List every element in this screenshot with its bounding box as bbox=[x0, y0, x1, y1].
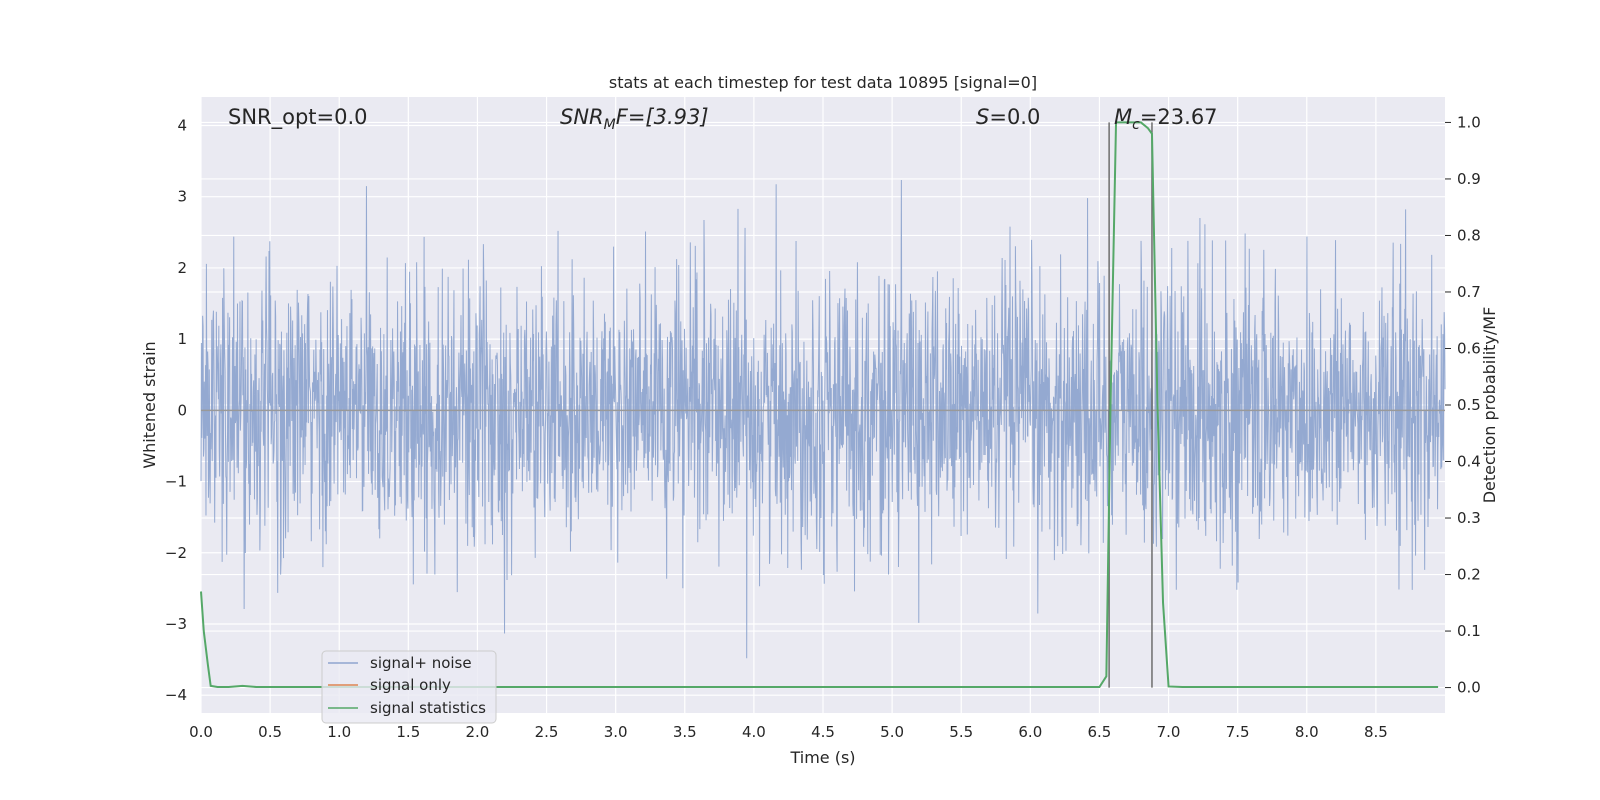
x-tick-label-9: 4.5 bbox=[811, 723, 835, 741]
y2-tick-label-1: 0.9 bbox=[1457, 170, 1481, 188]
annotation-mc-sub: c bbox=[1132, 117, 1140, 133]
y-tick-label-7: −3 bbox=[165, 615, 187, 633]
vertical-markers bbox=[1108, 122, 1153, 688]
annotation-mc-var: M bbox=[1114, 105, 1132, 129]
legend-label-signal-statistics: signal statistics bbox=[370, 699, 486, 717]
x-tick-label-14: 7.0 bbox=[1157, 723, 1181, 741]
series-signal-noise bbox=[200, 179, 1446, 659]
y2-tick-label-4: 0.6 bbox=[1457, 339, 1481, 357]
x-tick-label-5: 2.5 bbox=[535, 723, 559, 741]
y2-tick-label-7: 0.3 bbox=[1457, 509, 1481, 527]
x-tick-label-16: 8.0 bbox=[1295, 723, 1319, 741]
y2-tick-label-9: 0.1 bbox=[1457, 622, 1481, 640]
x-tick-label-7: 3.5 bbox=[673, 723, 697, 741]
chart-title: stats at each timestep for test data 108… bbox=[609, 73, 1037, 92]
noise-trace bbox=[200, 179, 1446, 659]
x-tick-label-1: 0.5 bbox=[258, 723, 282, 741]
legend-box bbox=[321, 650, 497, 724]
annotation-s-rest: =0.0 bbox=[989, 105, 1040, 129]
y2-tick-label-0: 1.0 bbox=[1457, 113, 1481, 131]
annotation-snr-mf-base: SNR bbox=[560, 105, 604, 129]
y2-tick-label-5: 0.5 bbox=[1457, 396, 1481, 414]
annotation-s: S=0.0 bbox=[976, 105, 1040, 129]
y2-tick-label-8: 0.2 bbox=[1457, 566, 1481, 584]
x-tick-label-8: 4.0 bbox=[742, 723, 766, 741]
y-tick-label-8: −4 bbox=[165, 686, 187, 704]
x-tick-label-15: 7.5 bbox=[1226, 723, 1250, 741]
annotation-snr-mf-rest-text: F=[3.93] bbox=[616, 105, 709, 129]
y2-tick-label-10: 0.0 bbox=[1457, 679, 1481, 697]
y-tick-label-0: 4 bbox=[177, 116, 187, 134]
x-tick-label-4: 2.0 bbox=[466, 723, 490, 741]
legend-label-signal-only: signal only bbox=[370, 676, 451, 694]
legend-label-signal-noise: signal+ noise bbox=[370, 654, 472, 672]
annotation-snr-mf: SNRMF=[3.93] bbox=[560, 105, 709, 133]
annotation-mc-rest: =23.67 bbox=[1140, 105, 1218, 129]
y-tick-label-2: 2 bbox=[177, 259, 187, 277]
y-tick-label-6: −2 bbox=[165, 544, 187, 562]
annotation-snr-mf-rest: F=[3.93] bbox=[616, 105, 709, 129]
annotation-snr-opt: SNR_opt=0.0 bbox=[228, 105, 368, 130]
x-tick-label-13: 6.5 bbox=[1088, 723, 1112, 741]
annotation-s-var: S bbox=[976, 105, 989, 129]
y-axis-label: Whitened strain bbox=[140, 341, 159, 468]
x-tick-label-6: 3.0 bbox=[604, 723, 628, 741]
legend: signal+ noise signal only signal statist… bbox=[321, 650, 497, 724]
x-tick-label-17: 8.5 bbox=[1364, 723, 1388, 741]
x-tick-label-3: 1.5 bbox=[396, 723, 420, 741]
y2-axis-label: Detection probability/MF bbox=[1480, 307, 1499, 504]
annotation-mc: Mc=23.67 bbox=[1114, 105, 1218, 133]
series-signal-statistics bbox=[200, 121, 1439, 688]
y2-tick-label-6: 0.4 bbox=[1457, 453, 1481, 471]
y2-tick-label-3: 0.7 bbox=[1457, 283, 1481, 301]
y2-tick-label-2: 0.8 bbox=[1457, 226, 1481, 244]
x-tick-label-12: 6.0 bbox=[1018, 723, 1042, 741]
x-tick-label-10: 5.0 bbox=[880, 723, 904, 741]
x-tick-labels: 0.0 0.5 1.0 1.5 2.0 2.5 3.0 3.5 4.0 4.5 5.0 5.5 6.0 6… bbox=[189, 723, 1388, 741]
y-tick-label-4: 0 bbox=[177, 401, 187, 419]
annotation-snr-mf-sub: M bbox=[604, 117, 616, 133]
y-tick-labels: 4 3 2 1 0 −1 −2 −3 −4 bbox=[165, 116, 187, 704]
y-tick-label-3: 1 bbox=[177, 330, 187, 348]
x-tick-label-2: 1.0 bbox=[327, 723, 351, 741]
y-tick-label-1: 3 bbox=[177, 188, 187, 206]
x-tick-label-0: 0.0 bbox=[189, 723, 213, 741]
x-tick-label-11: 5.5 bbox=[949, 723, 973, 741]
y2-tick-labels: 1.0 0.9 0.8 0.7 0.6 0.5 0.4 0.3 0.2 0.1 0.0 bbox=[1445, 113, 1481, 697]
y-tick-label-5: −1 bbox=[165, 473, 187, 491]
x-axis-label: Time (s) bbox=[789, 748, 855, 767]
